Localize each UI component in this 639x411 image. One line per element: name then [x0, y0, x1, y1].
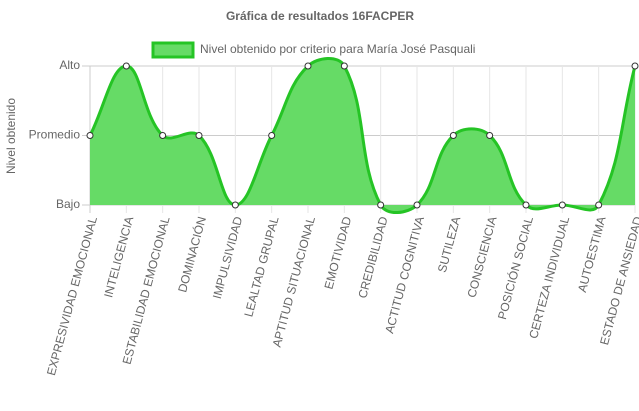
line [88, 56, 637, 215]
x-tick-label: EMOTIVIDAD [321, 215, 354, 291]
x-tick-label: DOMINACIÓN [174, 215, 209, 294]
point [558, 201, 566, 209]
chart-title: Gráfica de resultados 16FACPER [226, 9, 414, 23]
point [340, 62, 348, 70]
x-tick-label: CONSCIENCIA [465, 215, 500, 299]
x-tick-label: LEALTAD GRUPAL [241, 215, 281, 319]
x-tick-label: CREDIBILIDAD [355, 215, 390, 300]
x-tick-label: AUTOESTIMA [575, 215, 609, 294]
point [413, 201, 421, 209]
y-tick-label: Alto [59, 58, 80, 72]
y-tick-label: Bajo [56, 197, 80, 211]
legend-label: Nivel obtenido por criterio para María J… [200, 42, 475, 56]
y-tick-label: Promedio [29, 128, 81, 142]
x-tick-label: CERTEZA INDIVIDUAL [526, 215, 572, 340]
point [304, 62, 312, 70]
point [86, 132, 94, 139]
point [377, 201, 385, 209]
point [631, 62, 639, 70]
x-tick-label: IMPULSIVIDAD [210, 215, 246, 301]
point [195, 132, 203, 139]
x-tick-label: ACTITUD COGNITIVA [382, 215, 427, 335]
x-tick-label: POSICIÓN SOCIAL [494, 214, 536, 321]
legend-swatch [151, 41, 195, 59]
point [486, 132, 494, 139]
point [231, 201, 239, 209]
point [522, 201, 530, 209]
point [122, 62, 130, 70]
x-tick-label: INTELIGENCIA [101, 215, 136, 299]
point [159, 132, 167, 139]
point [595, 201, 603, 209]
x-tick-label: EXPRESIVIDAD EMOCIONAL [44, 215, 100, 377]
point [449, 132, 457, 139]
y-axis-label: Nivel obtenido [4, 98, 18, 174]
point [268, 132, 276, 139]
x-tick-label: SUTILEZA [435, 215, 463, 274]
